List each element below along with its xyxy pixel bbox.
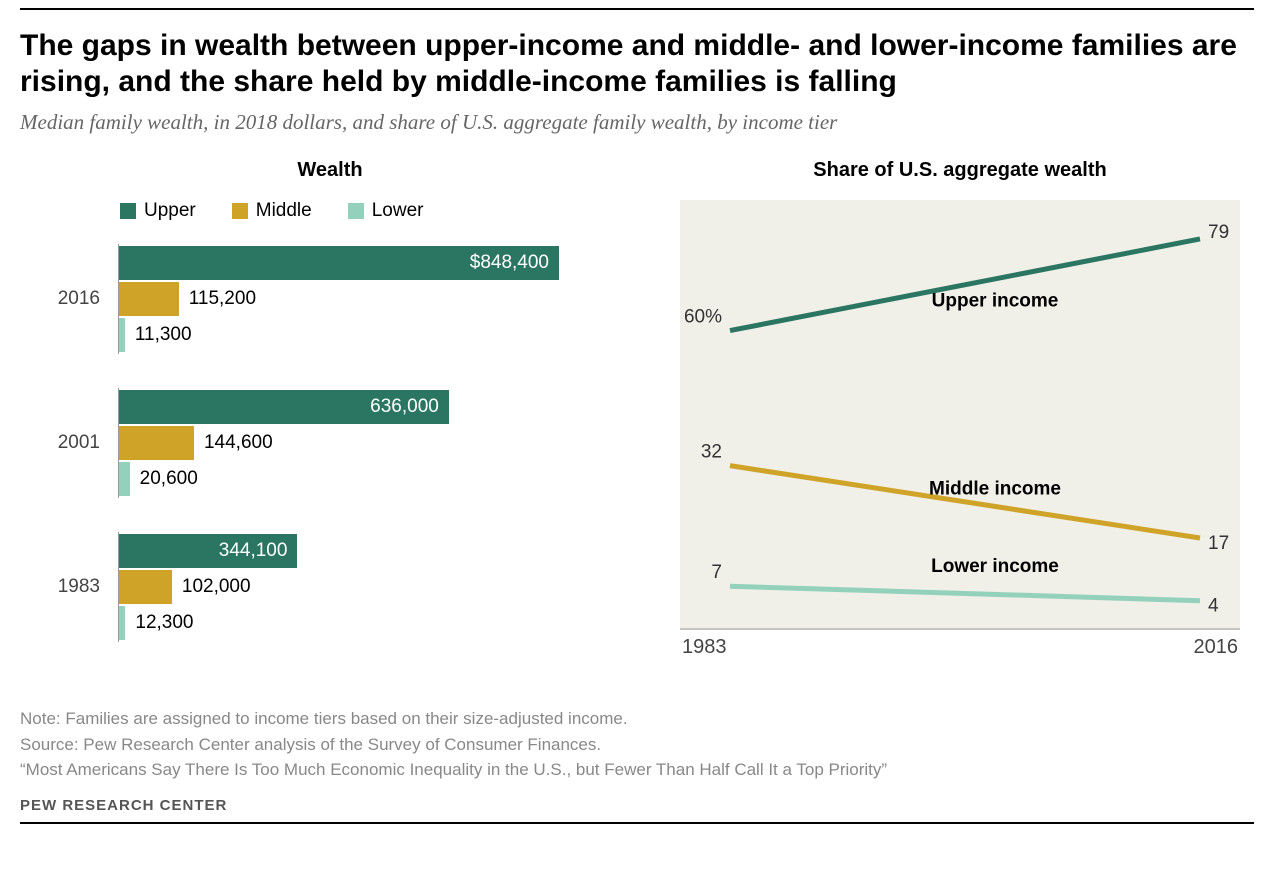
bar-lower: [119, 606, 125, 640]
year-label: 2001: [20, 432, 118, 454]
bar-row: 636,000: [119, 390, 639, 424]
legend-item: Lower: [348, 200, 424, 222]
footnote-line: Source: Pew Research Center analysis of …: [20, 732, 1254, 758]
bar-middle: [119, 282, 179, 316]
wealth-panel-title: Wealth: [20, 159, 640, 182]
bar-value-label: 102,000: [182, 576, 251, 598]
year-label: 1983: [20, 576, 118, 598]
slope-chart: 60% 79 Upper income 32 17 Middle income 7 4 Lowe…: [680, 200, 1240, 630]
bar-upper: 636,000: [119, 390, 449, 424]
bar-row: 20,600: [119, 462, 639, 496]
year-group: 2016$848,400 115,200 11,300: [20, 244, 640, 354]
year-group: 1983344,100 102,000 12,300: [20, 532, 640, 642]
legend-label: Middle: [256, 200, 312, 222]
bar-value-label: 11,300: [135, 324, 192, 346]
bar-value-label: 636,000: [119, 396, 449, 418]
chart-subtitle: Median family wealth, in 2018 dollars, a…: [20, 110, 1254, 135]
bar-value-label: $848,400: [119, 252, 559, 274]
bar-middle: [119, 570, 172, 604]
slope-start-value: 7: [711, 562, 722, 583]
legend-label: Lower: [372, 200, 424, 222]
bar-row: 11,300: [119, 318, 639, 352]
bar-value-label: 12,300: [135, 612, 193, 634]
brand-label: PEW RESEARCH CENTER: [20, 797, 1254, 814]
bar-value-label: 20,600: [140, 468, 198, 490]
x-axis-labels: 1983 2016: [680, 636, 1240, 659]
bar-groups: 2016$848,400 115,200 11,300 2001636,000 144,…: [20, 244, 640, 642]
share-panel-title: Share of U.S. aggregate wealth: [680, 159, 1240, 182]
legend-swatch: [348, 203, 364, 219]
footnotes: Note: Families are assigned to income ti…: [20, 706, 1254, 783]
slope-series-label: Upper income: [932, 290, 1059, 311]
year-label: 2016: [20, 288, 118, 310]
legend: Upper Middle Lower: [120, 200, 640, 222]
wealth-bar-panel: Wealth Upper Middle Lower 2016$848,400 115,…: [20, 159, 640, 676]
chart-title: The gaps in wealth between upper-income …: [20, 28, 1254, 100]
bar-upper: 344,100: [119, 534, 297, 568]
bar-value-label: 144,600: [204, 432, 273, 454]
charts-row: Wealth UpperMiddleLower 2016$848,400115,…: [20, 159, 1254, 676]
bar-lower: [119, 462, 130, 496]
footnote-line: Note: Families are assigned to income ti…: [20, 706, 1254, 732]
top-rule: [20, 8, 1254, 10]
bar-middle: [119, 426, 194, 460]
bar-lower: [119, 318, 125, 352]
footnote-line: “Most Americans Say There Is Too Much Ec…: [20, 757, 1254, 783]
bar-row: 144,600: [119, 426, 639, 460]
bar-row: 102,000: [119, 570, 639, 604]
slope-end-value: 79: [1208, 222, 1229, 243]
bars-column: $848,400 115,200 11,300: [118, 244, 639, 354]
slope-end-value: 17: [1208, 533, 1229, 554]
year-group: 2001636,000 144,600 20,600: [20, 388, 640, 498]
bar-value-label: 344,100: [119, 540, 297, 562]
legend-swatch: [232, 203, 248, 219]
share-slope-panel: Share of U.S. aggregate wealth 60% 79 Uppe…: [680, 159, 1240, 676]
legend-label: Upper: [144, 200, 196, 222]
slope-series-label: Middle income: [929, 479, 1061, 500]
chart-container: The gaps in wealth between upper-income …: [0, 8, 1274, 844]
x-start-label: 1983: [682, 636, 727, 659]
bar-row: 115,200: [119, 282, 639, 316]
bars-column: 344,100 102,000 12,300: [118, 532, 639, 642]
slope-svg: 60% 79 Upper income 32 17 Middle income 7 4 Lowe…: [680, 200, 1240, 630]
bar-row: $848,400: [119, 246, 639, 280]
legend-item: Upper: [120, 200, 196, 222]
legend-swatch: [120, 203, 136, 219]
bar-row: 344,100: [119, 534, 639, 568]
legend-item: Middle: [232, 200, 312, 222]
bottom-rule: [20, 822, 1254, 824]
bar-row: 12,300: [119, 606, 639, 640]
bar-value-label: 115,200: [189, 288, 256, 310]
bars-column: 636,000 144,600 20,600: [118, 388, 639, 498]
slope-series-label: Lower income: [931, 556, 1059, 577]
slope-start-value: 32: [701, 442, 722, 463]
slope-end-value: 4: [1208, 596, 1219, 617]
slope-start-value: 60%: [684, 307, 722, 328]
bar-upper: $848,400: [119, 246, 559, 280]
x-end-label: 2016: [1194, 636, 1239, 659]
